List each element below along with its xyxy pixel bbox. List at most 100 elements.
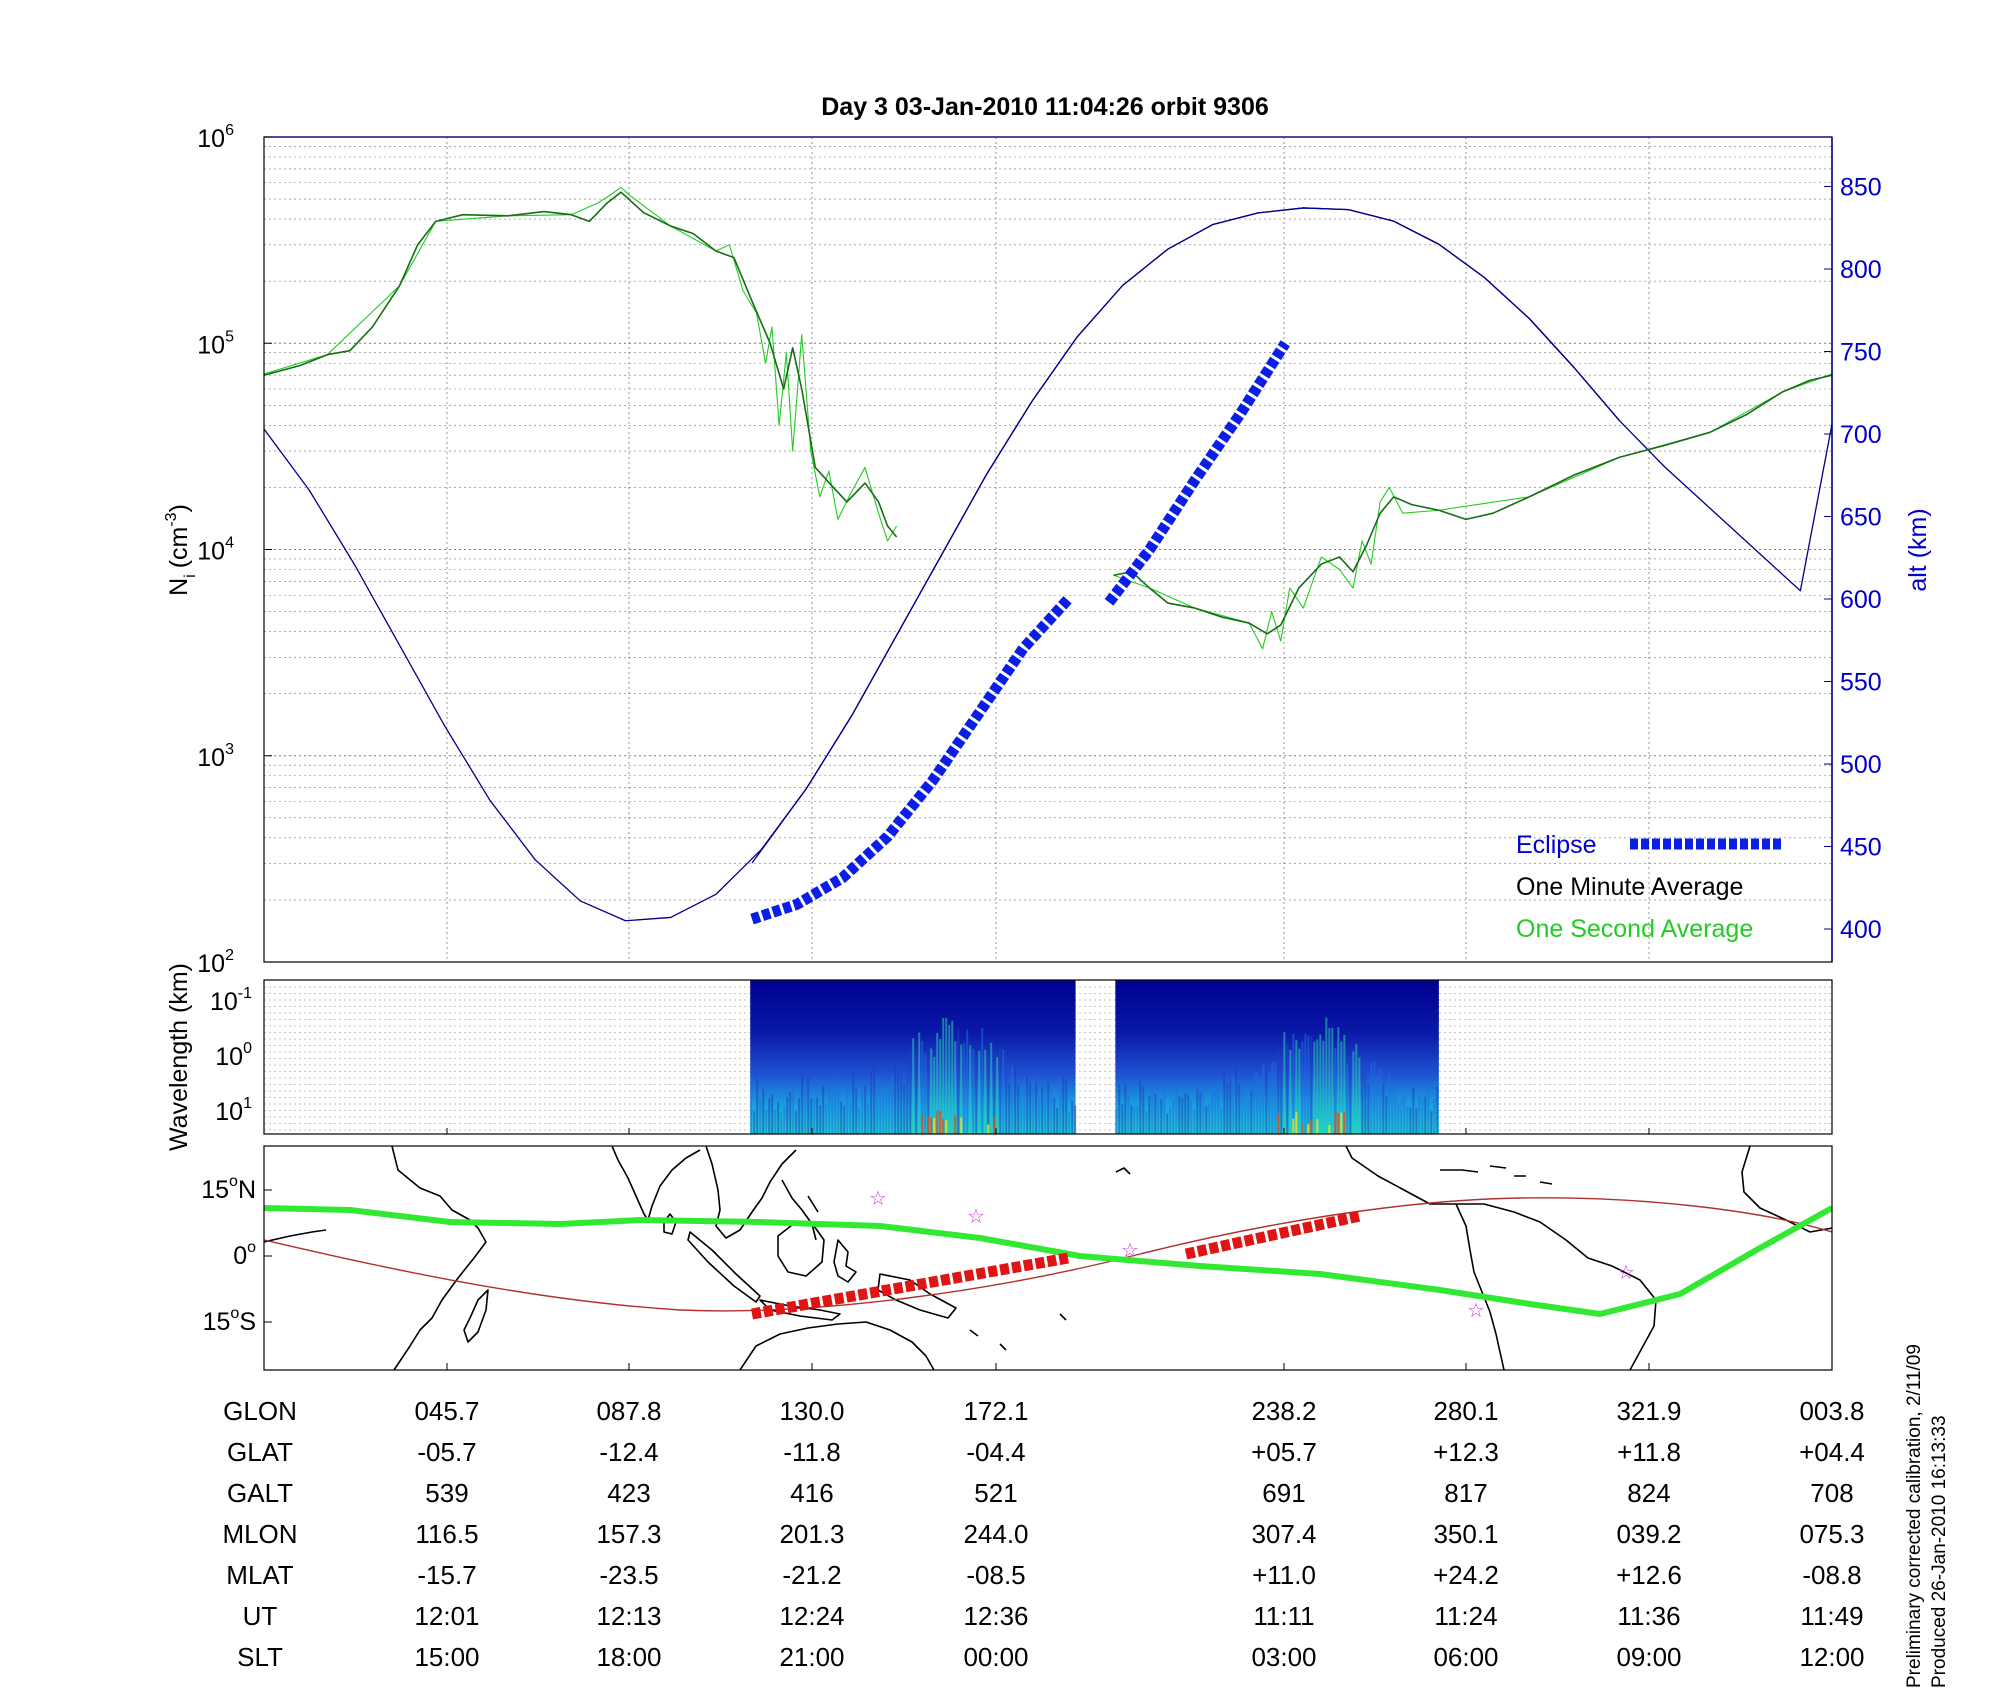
spectrogram-streak (1385, 1096, 1388, 1134)
table-cell: +11.0 (1252, 1560, 1316, 1590)
spectrogram-streak (1268, 1072, 1271, 1134)
spectrogram-streak (786, 1097, 789, 1134)
table-cell: +12.6 (1616, 1560, 1682, 1590)
table-cell: 238.2 (1251, 1396, 1316, 1426)
spectrogram-streak (1074, 1105, 1077, 1134)
spectrogram-streak (1241, 1085, 1244, 1134)
spectrogram-streak (1262, 1064, 1265, 1134)
spectrogram-streak (834, 1085, 837, 1134)
spectrogram-streak (1124, 1083, 1127, 1134)
spectrogram-streak (1163, 1081, 1166, 1134)
spectrogram-streak (975, 1061, 978, 1134)
spectrogram-streak (1053, 1097, 1056, 1134)
table-cell: 280.1 (1433, 1396, 1498, 1426)
satellite-ground-track (264, 1205, 1832, 1317)
altitude-tick-label: 600 (1840, 586, 1882, 614)
table-cell: 075.3 (1799, 1519, 1864, 1549)
table-cell: +11.8 (1617, 1437, 1681, 1467)
spectrogram-streak (1199, 1092, 1202, 1134)
tick-base: 10 (197, 125, 225, 153)
spectrogram-hotspot (960, 1117, 963, 1134)
spectrogram-streak (1157, 1097, 1160, 1134)
table-row-label: GLON (223, 1396, 297, 1426)
spectrogram-streak (1367, 1084, 1370, 1134)
table-cell: 11:49 (1800, 1601, 1863, 1631)
spectrogram-streak (849, 1102, 852, 1134)
africa-coastline (391, 1146, 487, 1370)
spectrogram-streak (1005, 1073, 1008, 1134)
table-cell: 11:36 (1617, 1601, 1680, 1631)
spectrogram-streak (774, 1109, 777, 1134)
spectrogram-streak (771, 1094, 774, 1134)
spectrogram-streak (768, 1098, 771, 1134)
spectrogram-streak (753, 1111, 756, 1134)
spectrogram-streak (1059, 1077, 1062, 1134)
map-frame (263, 1145, 1833, 1371)
table-cell: 039.2 (1616, 1519, 1681, 1549)
density-tick-label: 106 (197, 122, 234, 153)
table-cell: +05.7 (1251, 1437, 1317, 1467)
table-row-label: GALT (227, 1478, 293, 1508)
spectrogram-streak (1358, 1057, 1361, 1134)
legend-one-minute-label: One Minute Average (1516, 873, 1743, 901)
table-cell: 539 (425, 1478, 468, 1508)
table-cell: -08.5 (966, 1560, 1025, 1590)
altitude-tick-label: 450 (1840, 834, 1882, 862)
density-tick-label: 104 (197, 535, 234, 566)
spectrogram-streak (1118, 1084, 1121, 1134)
legend-one-second-label: One Second Average (1516, 915, 1753, 943)
spectrogram-streak (1047, 1082, 1050, 1134)
tick-exponent: 3 (225, 741, 234, 758)
spectrogram-hotspot (930, 1117, 933, 1134)
spectrogram-hotspot (1328, 1124, 1331, 1134)
table-row-label: UT (243, 1601, 278, 1631)
spectrogram-streak (750, 1078, 753, 1134)
spectrogram-streak (1409, 1107, 1412, 1134)
spectrogram-streak (1229, 1082, 1232, 1134)
spectrogram-streak (861, 1092, 864, 1134)
spectrogram-streak (1382, 1083, 1385, 1134)
spectrogram-streak (1154, 1093, 1157, 1134)
table-cell: 350.1 (1433, 1519, 1498, 1549)
footer-calibration-note: Preliminary corrected calibration, 2/11/… (1904, 1344, 1925, 1688)
magnetic-conjugate-star-icon: ☆ (1467, 1298, 1485, 1322)
top-tick-labels: 1021031041051064004505005506006507007508… (197, 122, 1881, 978)
table-cell: -11.8 (783, 1437, 840, 1467)
spectrogram-streak (1026, 1075, 1029, 1134)
spectrogram-streak (792, 1085, 795, 1134)
spectrogram-streak (1259, 1077, 1262, 1134)
density-label-main: N (165, 578, 193, 596)
spectrogram-streak (1193, 1109, 1196, 1134)
sulawesi-coastline (833, 1239, 857, 1283)
spectrogram-hotspot (1307, 1124, 1310, 1134)
spectrogram-streak (822, 1085, 825, 1134)
spectrogram-streak (1352, 1051, 1355, 1134)
table-cell: 18:00 (596, 1642, 661, 1672)
spectrogram-streak (1056, 1107, 1059, 1134)
spectrogram-streak (1211, 1089, 1214, 1134)
philippines-coastline (781, 1179, 819, 1241)
table-cell: 130.0 (779, 1396, 844, 1426)
spectrogram-streak (1250, 1090, 1253, 1134)
tick-exponent: 0 (243, 1040, 252, 1057)
spectrogram-streak (996, 1057, 999, 1134)
spectrogram-streak (1301, 1041, 1304, 1134)
spectrogram-streak (1319, 1034, 1322, 1134)
altitude-tick-label: 850 (1840, 174, 1882, 202)
spectrogram-streak (1265, 1071, 1268, 1134)
spectrogram-streak (1280, 1067, 1283, 1134)
altitude-tick-label: 400 (1840, 916, 1882, 944)
spectrogram-streak (780, 1112, 783, 1134)
magnetic-conjugate-star-icon: ☆ (967, 1204, 985, 1228)
spectrogram-streak (1304, 1033, 1307, 1134)
spectrogram-streak (1283, 1032, 1286, 1134)
spectrogram-streak (1313, 1041, 1316, 1134)
spectrogram-streak (1169, 1106, 1172, 1134)
spectrogram-streak (1322, 1040, 1325, 1134)
spectrogram-streak (876, 1076, 879, 1134)
spectrogram-streak (1068, 1111, 1071, 1134)
spectrogram-streak (1325, 1017, 1328, 1134)
spectrogram-streak (882, 1092, 885, 1134)
table-cell: 691 (1262, 1478, 1305, 1508)
spectrogram-streak (969, 1045, 972, 1134)
